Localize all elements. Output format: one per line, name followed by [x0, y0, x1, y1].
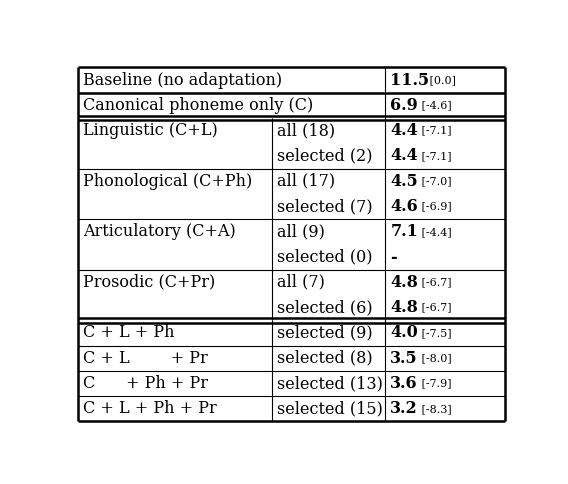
Text: 4.8: 4.8 [390, 274, 418, 291]
Text: all (9): all (9) [277, 223, 325, 240]
Text: [-4.6]: [-4.6] [417, 100, 452, 110]
Text: 3.6: 3.6 [390, 375, 418, 392]
Text: Canonical phoneme only (C): Canonical phoneme only (C) [83, 97, 313, 114]
Text: [-8.0]: [-8.0] [417, 353, 452, 363]
Text: [-7.0]: [-7.0] [417, 176, 451, 186]
Text: 3.2: 3.2 [390, 400, 418, 417]
Text: C + L + Ph: C + L + Ph [83, 324, 174, 341]
Text: [-6.7]: [-6.7] [417, 302, 451, 313]
Text: [-7.1]: [-7.1] [417, 126, 451, 136]
Text: [-7.5]: [-7.5] [417, 328, 451, 338]
Text: Linguistic (C+L): Linguistic (C+L) [83, 122, 218, 139]
Text: Baseline (no adaptation): Baseline (no adaptation) [83, 72, 282, 89]
Text: 11.5: 11.5 [390, 72, 429, 89]
Text: [-4.4]: [-4.4] [417, 227, 452, 237]
Text: [-7.9]: [-7.9] [417, 378, 451, 389]
Text: selected (2): selected (2) [277, 148, 373, 165]
Text: 4.4: 4.4 [390, 122, 418, 139]
Text: all (17): all (17) [277, 173, 335, 190]
Text: 4.8: 4.8 [390, 299, 418, 316]
Text: Prosodic (C+Pr): Prosodic (C+Pr) [83, 274, 215, 291]
Text: [-7.1]: [-7.1] [417, 151, 451, 161]
Text: [-6.9]: [-6.9] [417, 201, 452, 212]
Text: 6.9: 6.9 [390, 97, 418, 114]
Text: selected (0): selected (0) [277, 249, 373, 266]
Text: [-8.3]: [-8.3] [417, 404, 452, 414]
Text: 4.0: 4.0 [390, 324, 418, 341]
Text: 4.5: 4.5 [390, 173, 418, 190]
Text: all (18): all (18) [277, 122, 335, 139]
Text: -: - [390, 249, 397, 266]
Text: 3.5: 3.5 [390, 350, 418, 367]
Text: selected (8): selected (8) [277, 350, 373, 367]
Text: selected (15): selected (15) [277, 400, 383, 417]
Text: C + L        + Pr: C + L + Pr [83, 350, 208, 367]
Text: C + L + Ph + Pr: C + L + Ph + Pr [83, 400, 216, 417]
Text: 4.4: 4.4 [390, 148, 418, 165]
Text: all (7): all (7) [277, 274, 325, 291]
Text: [0.0]: [0.0] [426, 75, 456, 85]
Text: 7.1: 7.1 [390, 223, 418, 240]
Text: selected (6): selected (6) [277, 299, 373, 316]
Text: C      + Ph + Pr: C + Ph + Pr [83, 375, 208, 392]
Text: selected (13): selected (13) [277, 375, 383, 392]
Text: selected (7): selected (7) [277, 198, 373, 215]
Text: 4.6: 4.6 [390, 198, 418, 215]
Text: [-6.7]: [-6.7] [417, 277, 451, 287]
Text: Articulatory (C+A): Articulatory (C+A) [83, 223, 236, 240]
Text: Phonological (C+Ph): Phonological (C+Ph) [83, 173, 252, 190]
Text: selected (9): selected (9) [277, 324, 373, 341]
